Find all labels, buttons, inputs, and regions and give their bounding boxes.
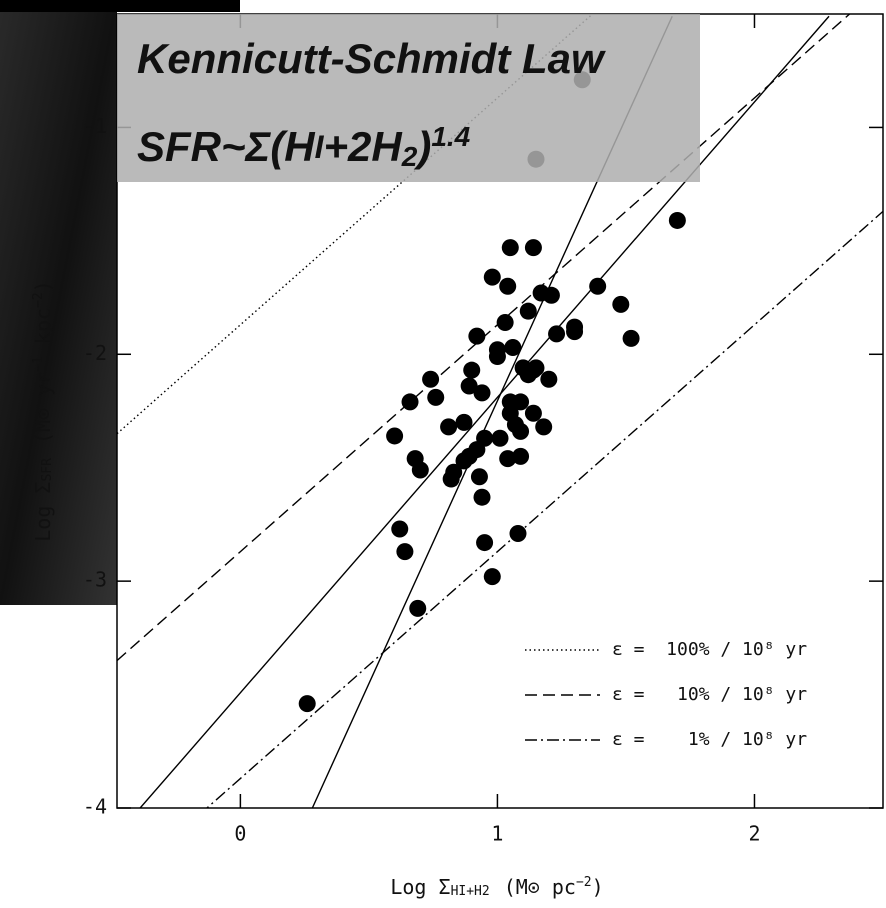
point <box>483 568 501 586</box>
chart-title: Kennicutt-Schmidt Law <box>137 35 606 82</box>
point <box>535 418 553 436</box>
point <box>422 370 440 388</box>
point <box>442 470 460 488</box>
legend-label: ε = 100% / 10⁸ yr <box>612 639 807 660</box>
point <box>473 488 491 506</box>
fit-line <box>205 210 883 808</box>
subtitle-part: ) <box>413 123 431 170</box>
label-part: Log Σ <box>31 482 55 542</box>
point <box>483 268 501 286</box>
subtitle-part: +2H <box>324 123 404 170</box>
subtitle-part: 1.4 <box>431 121 470 152</box>
legend-label: ε = 1% / 10⁸ yr <box>612 729 807 750</box>
point <box>411 461 429 479</box>
point <box>491 429 509 447</box>
axis-label: Log ΣHI+H2 (M⊙ pc−2) <box>390 875 603 900</box>
point <box>542 286 560 304</box>
point <box>386 427 404 445</box>
point <box>566 323 584 341</box>
point <box>589 277 607 295</box>
point <box>396 543 414 561</box>
point <box>496 314 514 332</box>
x-tick-label: 2 <box>748 822 760 846</box>
label-part: ) <box>31 280 55 292</box>
label-part: Log Σ <box>390 875 450 899</box>
point <box>463 361 481 379</box>
point <box>548 325 566 343</box>
point <box>298 695 316 713</box>
label-part: −1 <box>31 356 46 372</box>
point <box>668 211 686 229</box>
point <box>622 329 640 347</box>
point <box>440 418 458 436</box>
point <box>488 348 506 366</box>
subtitle-part: SFR~Σ(H <box>137 123 316 170</box>
point <box>540 370 558 388</box>
label-part: −2 <box>576 875 592 890</box>
axis-label: Log ΣSFR (M⊙ yr−1 kpc−2) <box>31 280 56 541</box>
point <box>512 393 530 411</box>
point <box>476 534 494 552</box>
point <box>501 239 519 257</box>
point <box>470 468 488 486</box>
point <box>512 422 530 440</box>
point <box>524 404 542 422</box>
point <box>409 599 427 617</box>
label-part: −2 <box>31 292 46 308</box>
point <box>519 302 537 320</box>
point <box>473 384 491 402</box>
point <box>460 377 478 395</box>
background-photo <box>0 0 117 605</box>
point <box>391 520 409 538</box>
x-tick-label: 0 <box>234 822 246 846</box>
point <box>509 525 527 543</box>
point <box>504 338 522 356</box>
background-bar <box>0 0 240 12</box>
chart-subtitle: SFR~Σ(HI+2H2)1.4 <box>137 121 471 172</box>
title-box <box>117 14 700 182</box>
point <box>612 295 630 313</box>
label-part: ) <box>592 875 604 899</box>
point <box>427 388 445 406</box>
legend-label: ε = 10% / 10⁸ yr <box>612 684 807 705</box>
label-part: (M⊙ pc <box>504 875 576 899</box>
point <box>512 447 530 465</box>
point <box>524 239 542 257</box>
point <box>455 413 473 431</box>
fit-line <box>139 15 830 808</box>
y-tick-label: -4 <box>83 795 107 819</box>
point <box>499 277 517 295</box>
y-tick-label: -3 <box>83 568 107 592</box>
y-tick-label: -2 <box>83 341 107 365</box>
point <box>455 452 473 470</box>
subtitle-part: I <box>315 129 325 165</box>
label-part: kpc <box>31 308 55 356</box>
subtitle-part: 2 <box>401 141 418 172</box>
label-part: HI+H2 <box>451 884 490 899</box>
point <box>401 393 419 411</box>
x-tick-label: 1 <box>491 822 503 846</box>
point <box>519 366 537 384</box>
point <box>468 327 486 345</box>
point <box>499 450 517 468</box>
label-part: SFR <box>40 458 55 482</box>
label-part: (M⊙ yr <box>31 372 55 444</box>
y-tick-label: -1 <box>83 114 107 138</box>
